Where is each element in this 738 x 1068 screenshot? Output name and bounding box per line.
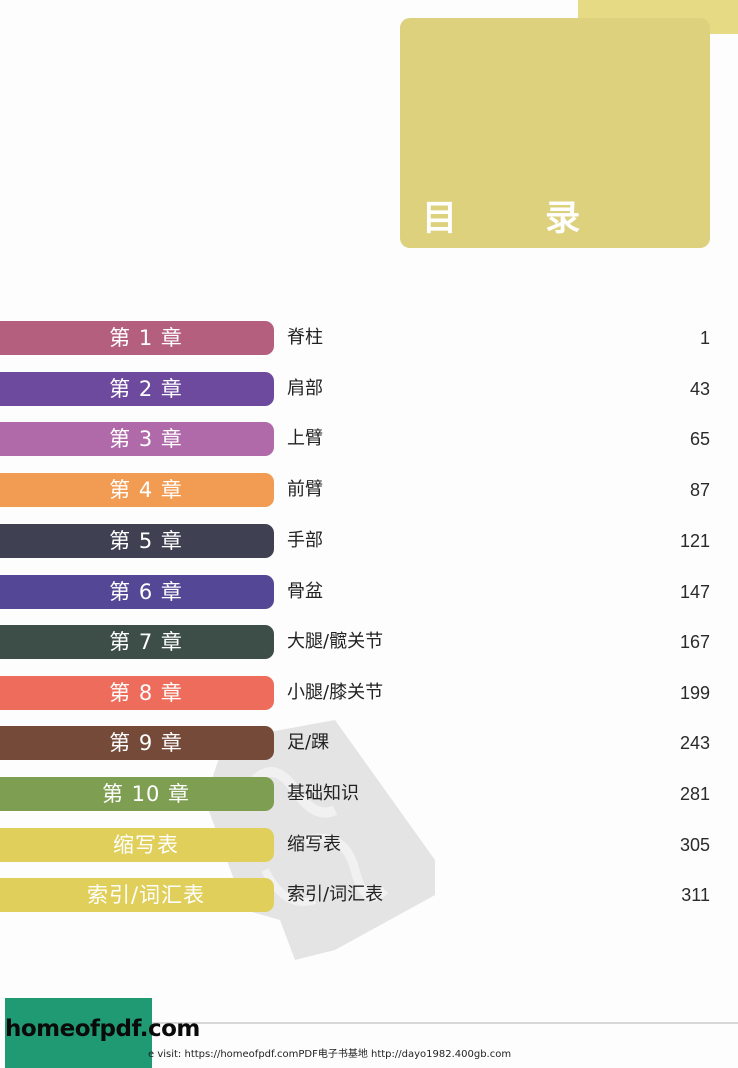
toc-row[interactable]: 第 2 章 肩部 43 — [0, 372, 738, 406]
footer-url[interactable]: e visit: https://homeofpdf.com — [148, 1049, 299, 1060]
chapter-label: 第 9 章 — [109, 731, 183, 755]
chapter-label: 第 6 章 — [109, 580, 183, 604]
page-number: 87 — [689, 480, 710, 500]
toc-row[interactable]: 索引/词汇表 索引/词汇表 311 — [0, 878, 738, 912]
chapter-topic: 骨盆 — [287, 581, 323, 602]
site-logo[interactable]: homeofpdf.com — [5, 998, 200, 1068]
chapter-pill — [0, 676, 274, 710]
chapter-label: 第 4 章 — [109, 478, 183, 502]
chapter-topic: 足/踝 — [287, 732, 330, 753]
chapter-topic: 小腿/膝关节 — [287, 682, 384, 703]
chapter-pill — [0, 828, 274, 862]
footer-text: e visit: https://homeofpdf.comPDF电子书基地 h… — [148, 1045, 511, 1060]
chapter-label: 第 7 章 — [109, 630, 183, 654]
chapter-pill — [0, 372, 274, 406]
toc-row[interactable]: 第 4 章 前臂 87 — [0, 473, 738, 507]
toc-row[interactable]: 第 9 章 足/踝 243 — [0, 726, 738, 760]
chapter-topic: 缩写表 — [287, 834, 341, 855]
page-number: 199 — [679, 683, 710, 703]
chapter-pill — [0, 777, 274, 811]
page-number: 281 — [679, 784, 710, 804]
toc-row[interactable]: 第 1 章 脊柱 1 — [0, 321, 738, 355]
chapter-label: 第 2 章 — [109, 377, 183, 401]
footer-site[interactable]: PDF电子书基地 http://dayo1982.400gb.com — [298, 1049, 512, 1060]
chapter-pill — [0, 422, 274, 456]
chapter-label: 第 8 章 — [109, 681, 183, 705]
toc-row[interactable]: 第 5 章 手部 121 — [0, 524, 738, 558]
title-panel: 目 录 — [400, 18, 710, 248]
chapter-topic: 手部 — [287, 530, 323, 551]
page-number: 305 — [679, 835, 710, 855]
page-number: 167 — [679, 632, 710, 652]
chapter-label: 第 5 章 — [109, 529, 183, 553]
page-title: 目 录 — [422, 199, 619, 239]
chapter-topic: 基础知识 — [287, 783, 359, 804]
footer-divider — [152, 1022, 738, 1024]
chapter-label: 第 10 章 — [101, 782, 191, 806]
chapter-pill — [0, 878, 274, 912]
page-number: 147 — [679, 582, 710, 602]
page-number: 311 — [681, 885, 710, 905]
chapter-topic: 脊柱 — [287, 327, 323, 348]
chapter-topic: 肩部 — [287, 378, 323, 399]
chapter-topic: 索引/词汇表 — [287, 884, 384, 905]
chapter-pill — [0, 473, 274, 507]
chapter-pill — [0, 726, 274, 760]
toc-row[interactable]: 第 8 章 小腿/膝关节 199 — [0, 676, 738, 710]
chapter-label: 第 3 章 — [109, 427, 183, 451]
chapter-label: 缩写表 — [113, 833, 179, 857]
page-number: 65 — [689, 429, 710, 449]
chapter-label: 索引/词汇表 — [86, 883, 206, 907]
page-number: 121 — [679, 531, 710, 551]
toc-row[interactable]: 第 10 章 基础知识 281 — [0, 777, 738, 811]
toc-row[interactable]: 第 3 章 上臂 65 — [0, 422, 738, 456]
chapter-pill — [0, 625, 274, 659]
logo-text: homeofpdf.com — [5, 1016, 200, 1042]
chapter-topic: 大腿/髋关节 — [287, 631, 384, 652]
chapter-pill — [0, 321, 274, 355]
chapter-pill — [0, 575, 274, 609]
chapter-pill — [0, 524, 274, 558]
chapter-topic: 上臂 — [287, 428, 323, 449]
chapter-topic: 前臂 — [287, 479, 323, 500]
page-number: 43 — [689, 379, 710, 399]
page-number: 1 — [699, 328, 710, 348]
page-number: 243 — [679, 733, 710, 753]
chapter-label: 第 1 章 — [109, 326, 183, 350]
toc-row[interactable]: 第 7 章 大腿/髋关节 167 — [0, 625, 738, 659]
toc-row[interactable]: 缩写表 缩写表 305 — [0, 828, 738, 862]
toc-row[interactable]: 第 6 章 骨盆 147 — [0, 575, 738, 609]
